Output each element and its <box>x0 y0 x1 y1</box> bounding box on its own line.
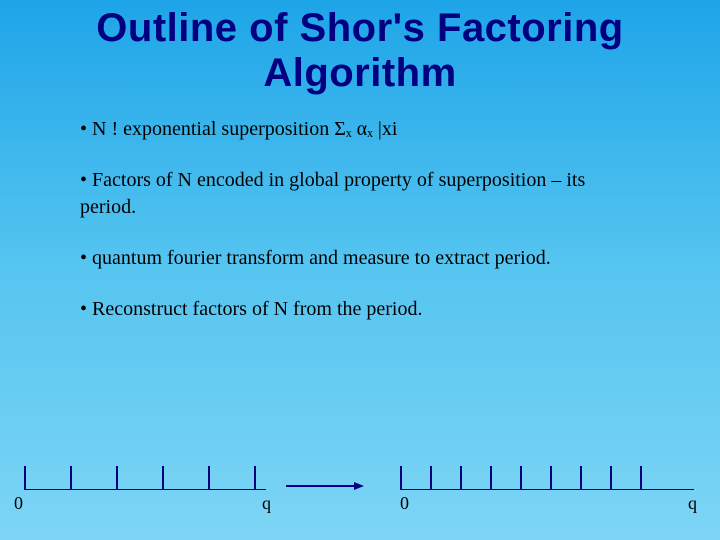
tick <box>116 466 118 490</box>
arrow-shaft <box>286 485 356 487</box>
period-diagram: 0 q 0 q <box>0 444 720 514</box>
tick <box>430 466 432 490</box>
tick <box>400 466 402 490</box>
tick <box>162 466 164 490</box>
slide-title: Outline of Shor's Factoring Algorithm <box>0 0 720 96</box>
tick <box>208 466 210 490</box>
tick <box>550 466 552 490</box>
tick <box>254 466 256 490</box>
tick <box>610 466 612 490</box>
right-comb-label-q: q <box>688 493 697 514</box>
bullet-item: Reconstruct factors of N from the period… <box>80 296 640 323</box>
title-line-1: Outline of Shor's Factoring <box>96 6 623 50</box>
left-comb-label-q: q <box>262 493 271 514</box>
title-line-2: Algorithm <box>263 51 456 95</box>
tick <box>520 466 522 490</box>
baseline <box>24 489 266 491</box>
tick <box>460 466 462 490</box>
baseline <box>400 489 694 491</box>
bullet-item: quantum fourier transform and measure to… <box>80 245 640 272</box>
tick <box>70 466 72 490</box>
tick <box>24 466 26 490</box>
tick <box>640 466 642 490</box>
left-comb-label-0: 0 <box>14 493 23 514</box>
bullet-list: N ! exponential superposition Σₓ αₓ |xi … <box>80 116 640 323</box>
tick <box>490 466 492 490</box>
right-comb-label-0: 0 <box>400 493 409 514</box>
bullet-item: N ! exponential superposition Σₓ αₓ |xi <box>80 116 640 143</box>
bullet-item: Factors of N encoded in global property … <box>80 167 640 221</box>
arrow-head <box>354 482 364 490</box>
tick <box>580 466 582 490</box>
